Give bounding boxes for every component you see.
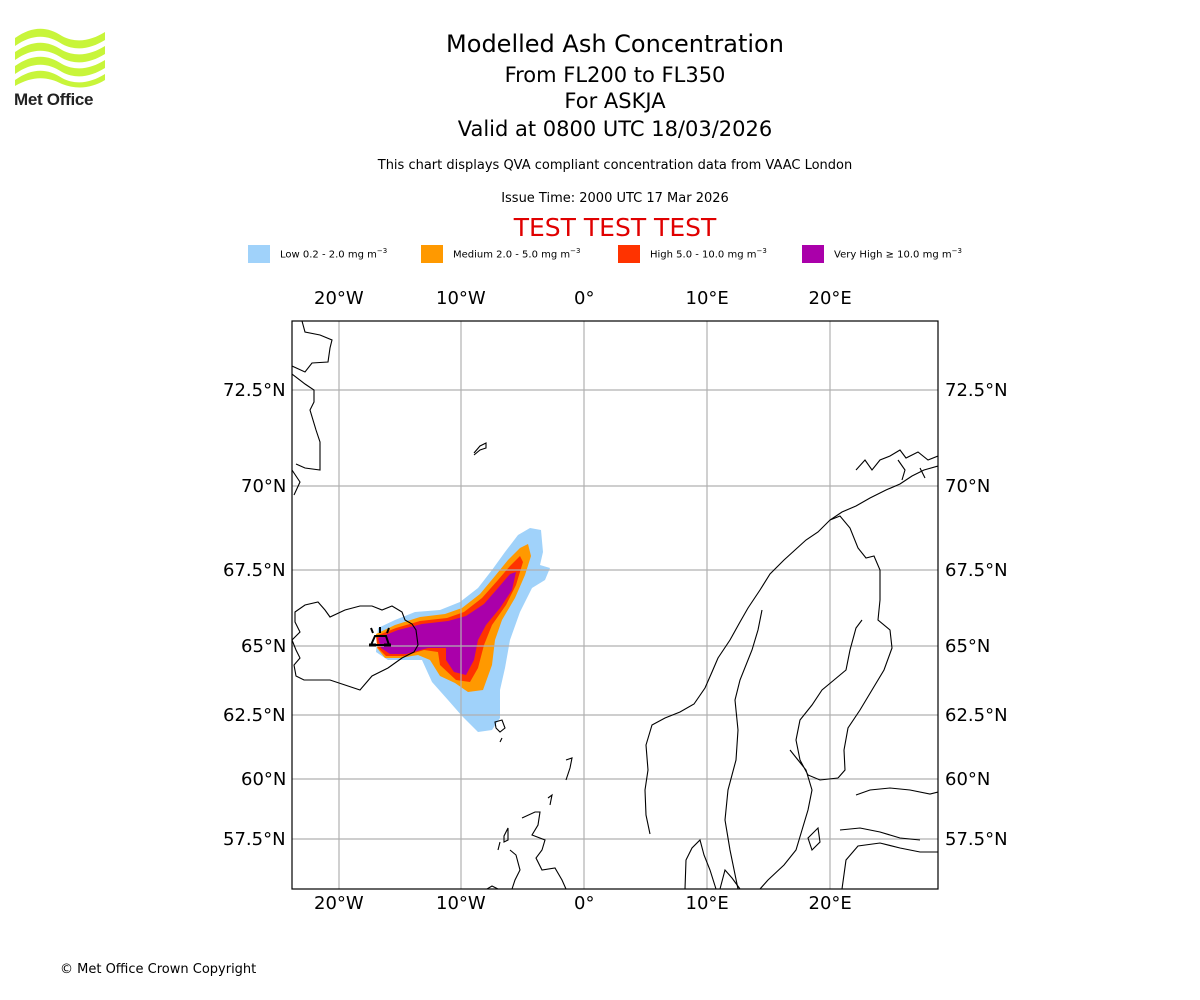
coastlines [292, 321, 938, 889]
ash-very-high-area [378, 572, 516, 675]
coast-shetland [565, 757, 573, 781]
lat-label-right: 60°N [945, 768, 991, 790]
coast-faroe [494, 719, 506, 743]
coast-baltic [839, 787, 938, 889]
lat-label-right: 65°N [945, 635, 991, 657]
coast-greenland [292, 321, 333, 496]
legend-exponent: −3 [570, 247, 581, 256]
legend-label-high: High 5.0 - 10.0 mg m [650, 249, 757, 261]
lon-label-top: 20°E [808, 288, 852, 309]
legend-exponent: −3 [951, 247, 962, 256]
coast-arctic-norway [855, 449, 938, 481]
lon-label-top: 0° [574, 288, 595, 309]
coast-sweden-finland [724, 515, 893, 889]
lat-label-left: 70°N [241, 475, 287, 497]
volcano-name: For ASKJA [564, 89, 666, 113]
lat-label-right: 57.5°N [945, 828, 1008, 850]
coast-iceland [292, 601, 419, 691]
lon-label-bottom: 10°E [685, 893, 729, 914]
coast-norway [644, 465, 938, 835]
volcano-icon [369, 627, 391, 647]
lat-label-left: 72.5°N [223, 379, 286, 401]
coast-denmark [684, 838, 741, 889]
copyright-notice: © Met Office Crown Copyright [60, 962, 257, 977]
lat-label-left: 67.5°N [223, 559, 286, 581]
lat-label-left: 57.5°N [223, 828, 286, 850]
met-office-logo [15, 28, 105, 88]
legend-item-high: High 5.0 - 10.0 mg m−3 [618, 244, 767, 264]
flight-level-range: From FL200 to FL350 [504, 63, 726, 87]
lon-label-bottom: 0° [574, 893, 595, 914]
coast-jan-mayen [473, 442, 487, 456]
legend-item-medium: Medium 2.0 - 5.0 mg m−3 [421, 244, 580, 264]
chart-description: This chart displays QVA compliant concen… [377, 158, 853, 173]
lat-label-right: 67.5°N [945, 559, 1008, 581]
lon-label-top: 10°W [436, 288, 486, 309]
legend-exponent: −3 [756, 247, 767, 256]
legend-label-medium: Medium 2.0 - 5.0 mg m [453, 249, 571, 261]
lat-label-right: 62.5°N [945, 704, 1008, 726]
legend-label-low: Low 0.2 - 2.0 mg m [280, 249, 377, 261]
lat-label-left: 62.5°N [223, 704, 286, 726]
issue-time: Issue Time: 2000 UTC 17 Mar 2026 [501, 191, 729, 206]
test-banner: TEST TEST TEST [513, 213, 717, 242]
map-frame [291, 320, 939, 890]
lat-label-right: 72.5°N [945, 379, 1008, 401]
legend-item-low: Low 0.2 - 2.0 mg m−3 [248, 244, 387, 264]
valid-time: Valid at 0800 UTC 18/03/2026 [457, 117, 773, 141]
legend-swatch-medium [421, 245, 443, 263]
legend-exponent: −3 [376, 247, 388, 256]
met-office-logo-text: Met Office [14, 90, 94, 109]
lon-label-top: 20°W [314, 288, 364, 309]
lon-label-top: 10°E [685, 288, 729, 309]
legend-label-very-high: Very High ≥ 10.0 mg m [834, 249, 952, 261]
legend-swatch-very-high [802, 245, 824, 263]
coast-scotland [486, 793, 567, 889]
lat-label-right: 70°N [945, 475, 991, 497]
legend-swatch-high [618, 245, 640, 263]
lon-label-bottom: 10°W [436, 893, 486, 914]
lon-label-bottom: 20°E [808, 893, 852, 914]
lat-label-left: 60°N [241, 768, 287, 790]
graticule [292, 321, 938, 889]
lon-label-bottom: 20°W [314, 893, 364, 914]
ash-plume [376, 528, 550, 732]
lat-label-left: 65°N [241, 635, 287, 657]
legend-item-very-high: Very High ≥ 10.0 mg m−3 [802, 244, 962, 264]
legend-swatch-low [248, 245, 270, 263]
chart-title: Modelled Ash Concentration [446, 30, 784, 58]
